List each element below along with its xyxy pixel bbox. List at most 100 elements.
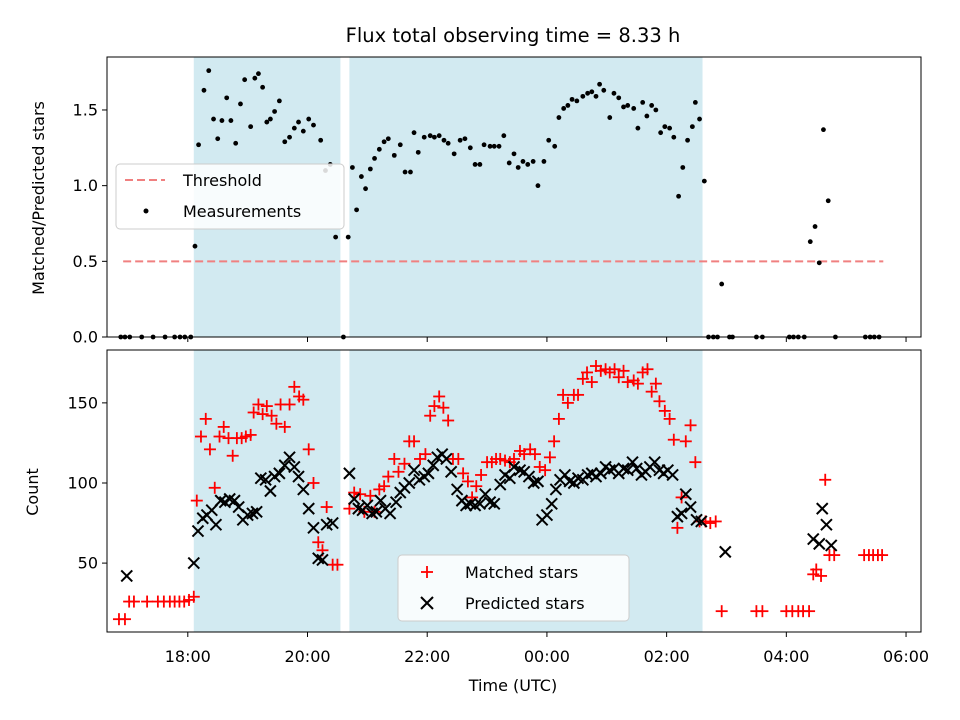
matched-star-point — [557, 388, 570, 401]
measurement-point — [574, 98, 580, 104]
y-tick-label: 0.0 — [73, 328, 98, 347]
matched-star-point — [828, 549, 841, 562]
measurement-point — [807, 239, 813, 245]
y-tick-label: 150 — [67, 393, 98, 412]
series-predicted-stars — [120, 447, 838, 583]
x-axis-label: Time (UTC) — [468, 676, 557, 695]
y-tick-label: 1.5 — [73, 100, 98, 119]
measurement-point — [233, 140, 239, 146]
matched-star-point — [561, 396, 574, 409]
measurement-point — [487, 143, 493, 149]
predicted-star-point — [719, 545, 732, 559]
bottom-panel-x-ticks: 18:00 20:00 22:00 00:00 02:00 04:00 06:00 — [165, 632, 929, 666]
predicted-star-point — [513, 463, 527, 477]
x-tick-label: 22:00 — [404, 647, 450, 666]
measurement-point — [287, 134, 292, 140]
matched-star-point — [244, 428, 257, 441]
matched-star-point — [572, 388, 585, 401]
measurement-point — [535, 183, 541, 189]
measurement-point — [242, 77, 248, 83]
predicted-star-point — [479, 487, 492, 501]
matched-star-point — [704, 517, 717, 530]
measurement-point — [372, 156, 377, 161]
predicted-star-point — [666, 468, 679, 482]
bottom-panel-plot — [112, 360, 889, 626]
predicted-star-point — [648, 455, 661, 469]
measurement-point — [825, 198, 831, 204]
predicted-star-point — [312, 552, 325, 565]
matched-star-point — [667, 433, 680, 446]
series-matched-stars — [112, 360, 889, 626]
matched-star-point — [256, 408, 269, 421]
predicted-star-point — [347, 492, 361, 506]
matched-star-point — [320, 501, 333, 514]
predicted-star-point — [675, 507, 688, 520]
measurement-point — [481, 142, 487, 148]
measurement-point — [391, 152, 397, 158]
matched-star-point — [194, 430, 207, 443]
measurement-point — [211, 116, 216, 122]
measurement-point — [267, 116, 273, 122]
matched-star-point — [348, 486, 361, 499]
measurement-point — [363, 186, 368, 192]
x-tick-label: 04:00 — [763, 647, 809, 666]
matched-star-point — [819, 473, 832, 486]
top-panel-ratio: 0.0 0.5 1.0 1.5 Matched/Predicted stars Thr… — [29, 56, 922, 347]
measurement-point — [215, 136, 221, 142]
measurement-point — [445, 140, 451, 146]
matched-star-point — [208, 481, 221, 494]
measurement-point — [515, 165, 521, 170]
predicted-star-point — [527, 476, 540, 490]
measurement-point — [525, 162, 531, 167]
measurement-point — [427, 133, 433, 139]
predicted-star-point — [361, 499, 374, 512]
predicted-star-point — [695, 515, 708, 528]
predicted-star-point — [187, 556, 200, 570]
predicted-star-point — [459, 499, 473, 512]
chart-title: Flux total observing time = 8.33 h — [346, 24, 681, 47]
matched-star-point — [715, 605, 728, 618]
x-tick-label: 00:00 — [524, 647, 570, 666]
matched-star-point — [649, 377, 662, 390]
predicted-star-point — [288, 460, 301, 474]
matched-star-point — [424, 409, 437, 422]
measurement-point — [192, 243, 198, 249]
measurement-point — [206, 68, 212, 74]
matched-star-point — [382, 470, 395, 483]
measurement-point — [252, 75, 258, 81]
measurement-point — [431, 134, 437, 140]
matched-star-point — [621, 376, 634, 389]
matched-star-point — [663, 412, 676, 425]
matched-star-point — [552, 412, 565, 425]
matched-star-point — [671, 521, 684, 534]
measurement-point — [506, 160, 512, 166]
measurement-point — [436, 133, 442, 139]
predicted-star-point — [522, 470, 536, 483]
top-panel-y-ticks: 0.0 0.5 1.0 1.5 — [73, 100, 107, 347]
predicted-star-point — [503, 471, 517, 485]
matched-star-point — [658, 404, 671, 417]
predicted-star-point — [407, 463, 421, 477]
measurement-point — [511, 151, 517, 157]
predicted-star-point — [259, 473, 272, 486]
matched-star-point — [307, 476, 320, 489]
predicted-star-point — [507, 460, 521, 474]
matched-star-point — [641, 363, 654, 376]
measurement-point — [689, 124, 695, 130]
matched-star-point — [199, 412, 212, 425]
predicted-star-point — [205, 504, 218, 517]
predicted-star-point — [120, 569, 133, 583]
predicted-star-point — [630, 462, 643, 475]
matched-star-point — [302, 443, 315, 456]
legend-measurements-swatch — [143, 208, 149, 214]
measurement-point — [238, 101, 243, 107]
measurement-point — [601, 87, 607, 93]
matched-star-point — [679, 435, 692, 448]
predicted-star-point — [292, 470, 305, 483]
series-measurements — [118, 68, 882, 340]
measurement-point — [496, 143, 502, 149]
measurement-point — [597, 81, 602, 87]
matched-star-point — [617, 364, 630, 377]
predicted-star-point — [549, 483, 563, 496]
matched-star-point — [528, 448, 541, 461]
